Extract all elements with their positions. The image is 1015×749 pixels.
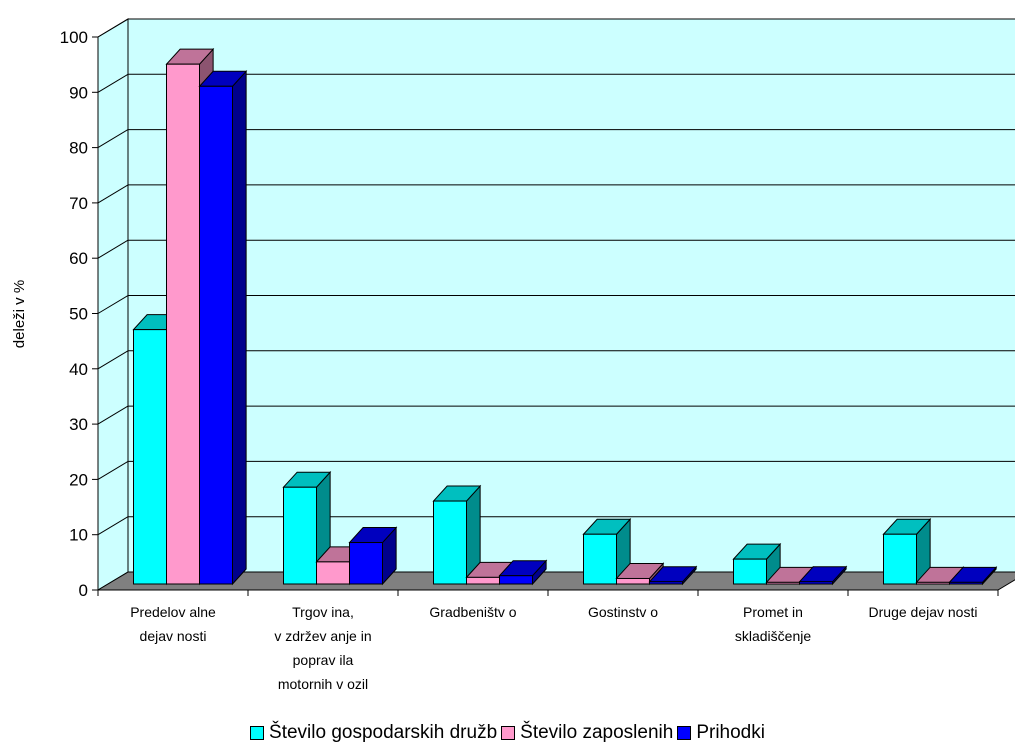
gridline-side	[97, 405, 129, 425]
gridline-side	[97, 460, 129, 480]
bar-chart: 0 10 20 30 40 50 60 70 80 90 100 Predelov alne deja…	[11, 18, 1015, 692]
category-label-line: dejav nosti	[140, 628, 207, 644]
bar	[282, 470, 332, 586]
bar	[432, 484, 482, 586]
y-tick-label: 80	[69, 139, 88, 158]
bar	[648, 565, 698, 586]
bar	[948, 566, 998, 586]
category-label-line: Gostinstv o	[588, 604, 658, 620]
gridline-side	[97, 184, 129, 204]
category-label: Druge dejav nosti	[869, 604, 978, 620]
legend-label: Prihodki	[696, 722, 765, 743]
bar	[732, 542, 782, 586]
bar	[798, 565, 848, 586]
legend-item: Prihodki	[677, 722, 765, 744]
category-label: Gradbeništv o	[429, 604, 516, 620]
category-label-line: poprav ila	[293, 652, 354, 668]
legend: Število gospodarskih družb Število zaposl…	[0, 722, 1015, 746]
y-tick-label: 50	[69, 305, 88, 324]
bar	[498, 559, 548, 586]
category-label-line: motornih v ozil	[278, 676, 368, 692]
y-tick-label: 100	[60, 28, 88, 47]
category-label-line: v zdržev anje in	[274, 628, 371, 644]
legend-item: Število zaposlenih	[501, 722, 673, 744]
legend-swatch	[677, 726, 692, 740]
category-label-line: Trgov ina,	[292, 604, 354, 620]
gridline-side	[97, 129, 129, 149]
bar	[582, 517, 632, 586]
legend-swatch	[250, 726, 265, 740]
y-tick-label: 90	[69, 83, 88, 102]
category-label: Predelov alne dejav nosti	[130, 604, 216, 644]
y-tick-label: 20	[69, 470, 88, 489]
gridline-side	[97, 239, 129, 259]
legend-swatch	[501, 726, 516, 740]
category-label-line: skladiščenje	[735, 628, 811, 644]
y-tick-label: 10	[69, 526, 88, 545]
category-label-line: Druge dejav nosti	[869, 604, 978, 620]
bar	[348, 526, 398, 586]
category-label-line: Predelov alne	[130, 604, 216, 620]
legend-label: Število gospodarskih družb	[269, 722, 498, 743]
category-label: Trgov ina, v zdržev anje in poprav ila moto…	[274, 604, 371, 692]
category-label-line: Promet in	[743, 604, 803, 620]
legend-item: Število gospodarskih družb	[250, 722, 497, 744]
bar	[882, 517, 932, 586]
category-label-line: Gradbeništv o	[429, 604, 516, 620]
y-axis-title: deleži v %	[11, 280, 28, 348]
y-tick-label: 0	[79, 581, 88, 600]
legend-label: Število zaposlenih	[520, 722, 674, 743]
y-tick-label: 40	[69, 360, 88, 379]
bar	[198, 70, 248, 586]
y-tick-label: 70	[69, 194, 88, 213]
y-tick-label: 60	[69, 249, 88, 268]
gridline-side	[97, 73, 129, 93]
gridline-side	[97, 295, 129, 314]
category-label: Promet in skladiščenje	[735, 604, 811, 644]
gridline-side	[97, 350, 129, 370]
gridline-side	[97, 18, 129, 38]
gridline-side	[97, 516, 129, 536]
y-tick-label: 30	[69, 415, 88, 434]
category-label: Gostinstv o	[588, 604, 658, 620]
